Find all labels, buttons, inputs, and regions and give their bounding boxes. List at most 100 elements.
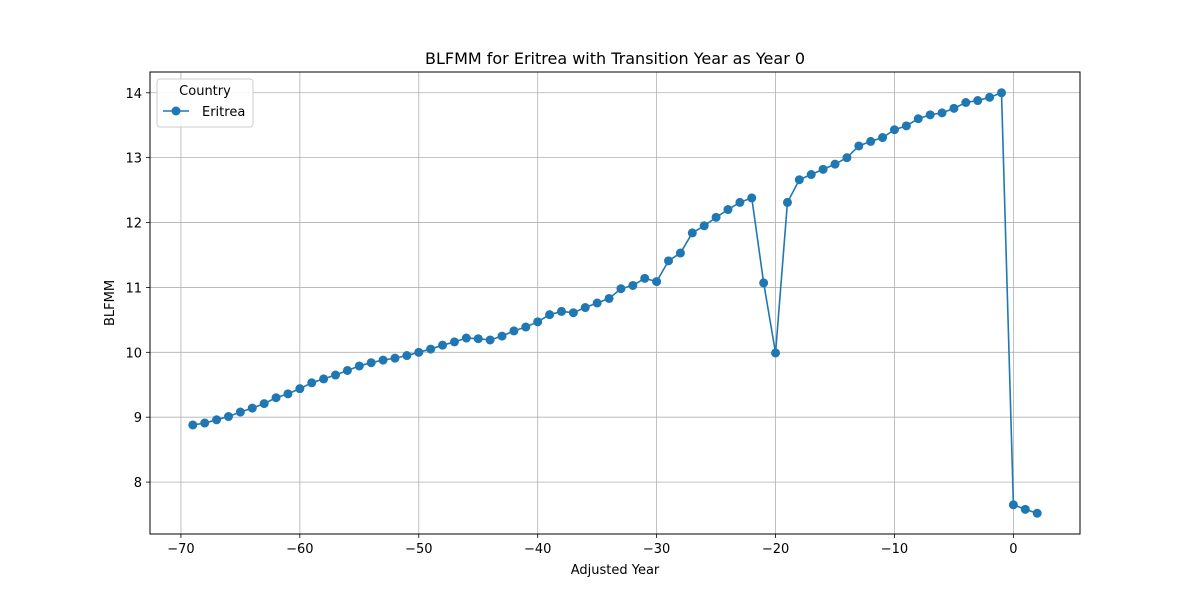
data-point [830, 159, 840, 169]
data-point [390, 353, 400, 363]
data-point [866, 136, 876, 146]
data-point [878, 133, 888, 143]
data-point [497, 331, 507, 341]
legend-marker [171, 106, 181, 116]
data-point [521, 322, 531, 332]
data-point [854, 141, 864, 151]
series-eritrea [188, 88, 1042, 518]
data-point [568, 308, 578, 318]
y-tick-label: 10 [125, 346, 142, 361]
data-point [794, 175, 804, 185]
data-point [533, 317, 543, 327]
data-point [937, 108, 947, 118]
data-point [901, 121, 911, 131]
data-point [449, 337, 459, 347]
data-point [961, 97, 971, 107]
data-point [295, 384, 305, 394]
grid [150, 72, 1080, 534]
x-tick-label: −60 [286, 542, 313, 557]
data-point [366, 358, 376, 368]
data-point [485, 335, 495, 345]
data-point [235, 407, 245, 417]
data-point [985, 92, 995, 102]
data-point [188, 420, 198, 430]
legend: Country Eritrea [156, 78, 254, 128]
data-point [913, 114, 923, 124]
data-point [461, 333, 471, 343]
x-axis-ticks: −70 −60 −50 −40 −30 −20 −10 0 [167, 534, 1018, 557]
data-point [271, 393, 281, 403]
data-point [782, 197, 792, 207]
data-point [925, 110, 935, 120]
data-point [640, 273, 650, 283]
y-tick-label: 8 [134, 476, 142, 491]
series-line [192, 91, 1038, 515]
x-axis-label: Adjusted Year [571, 563, 660, 578]
data-point [414, 347, 424, 357]
data-point [426, 344, 436, 354]
data-point [604, 293, 614, 303]
data-point [212, 415, 222, 425]
chart-title: BLFMM for Eritrea with Transition Year a… [425, 49, 805, 68]
data-point [283, 389, 293, 399]
x-tick-label: −40 [524, 542, 551, 557]
data-point [699, 221, 709, 231]
data-point [711, 212, 721, 222]
x-tick-label: −50 [405, 542, 432, 557]
data-point [331, 370, 341, 380]
data-point [319, 374, 329, 384]
y-tick-label: 13 [125, 152, 142, 167]
data-point [509, 326, 519, 336]
data-point [616, 284, 626, 294]
x-tick-label: −20 [762, 542, 789, 557]
data-point [973, 96, 983, 106]
data-point [1032, 508, 1042, 518]
data-point [664, 256, 674, 266]
y-tick-label: 14 [125, 87, 142, 102]
data-point [628, 280, 638, 290]
x-tick-label: −70 [167, 542, 194, 557]
data-point [723, 205, 733, 215]
y-tick-label: 12 [125, 217, 142, 232]
data-point [1008, 500, 1018, 510]
x-tick-label: 0 [1009, 542, 1017, 557]
data-point [473, 334, 483, 344]
data-point [580, 303, 590, 313]
data-point [402, 351, 412, 361]
data-point [592, 298, 602, 308]
data-point [771, 348, 781, 358]
data-point [747, 193, 757, 203]
data-point [1020, 504, 1030, 514]
y-tick-label: 11 [125, 281, 142, 296]
legend-label-eritrea: Eritrea [202, 105, 245, 120]
data-point [675, 248, 685, 258]
data-point [378, 355, 388, 365]
x-tick-label: −30 [643, 542, 670, 557]
data-point [354, 361, 364, 371]
data-point [259, 399, 269, 409]
data-point [342, 365, 352, 375]
data-point [200, 418, 210, 428]
y-axis-label: BLFMM [103, 280, 118, 326]
data-point [247, 403, 257, 413]
data-point [223, 412, 233, 422]
data-point [556, 306, 566, 316]
data-point [759, 278, 769, 288]
data-point [842, 153, 852, 163]
data-point [438, 340, 448, 350]
data-point [806, 170, 816, 180]
data-point [818, 164, 828, 174]
data-point [997, 88, 1007, 98]
data-point [652, 277, 662, 287]
x-tick-label: −10 [881, 542, 908, 557]
data-point [307, 378, 317, 388]
data-point [949, 103, 959, 113]
data-point [735, 197, 745, 207]
y-tick-label: 9 [134, 411, 142, 426]
plot-area-frame [149, 71, 1081, 535]
data-point [687, 228, 697, 238]
data-point [545, 310, 555, 320]
legend-box [156, 78, 254, 128]
y-axis-ticks: 8 9 10 11 12 13 14 [125, 87, 150, 491]
